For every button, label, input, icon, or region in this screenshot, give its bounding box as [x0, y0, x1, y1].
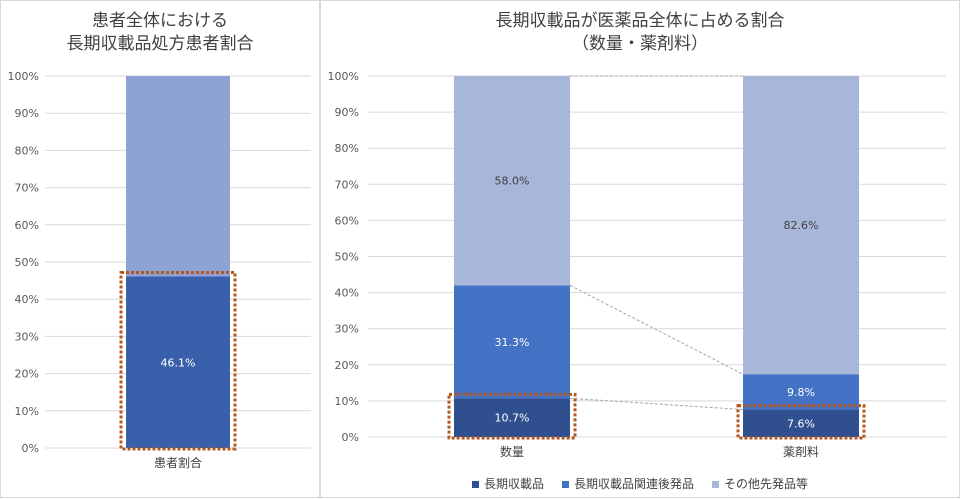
- bar-segment: [454, 398, 570, 437]
- legend-label: 長期収載品: [483, 477, 544, 491]
- chart-title-patients-line2: 長期収載品処方患者割合: [66, 34, 254, 54]
- y-tick-label: 10%: [15, 405, 39, 418]
- y-tick-label: 60%: [15, 219, 39, 232]
- chart-title-share-line2: （数量・薬剤料）: [572, 34, 708, 54]
- bar-segment: [126, 276, 230, 448]
- y-tick-label: 50%: [15, 256, 39, 269]
- y-tick-label: 90%: [335, 106, 359, 119]
- y-tick-label: 0%: [342, 431, 359, 444]
- y-tick-label: 40%: [15, 293, 39, 306]
- bar-segment: [454, 285, 570, 399]
- y-tick-label: 30%: [335, 323, 359, 336]
- data-label: 9.8%: [787, 386, 815, 399]
- chart-panel-share: 長期収載品が医薬品全体に占める割合 （数量・薬剤料） 0% 10% 20% 30% 40…: [320, 0, 960, 498]
- chart-title-patients: 患者全体における 長期収載品処方患者割合: [1, 10, 319, 56]
- x-category-label: 数量: [500, 444, 524, 459]
- legend-item: 長期収載品関連後発品: [561, 475, 694, 492]
- y-tick-label: 70%: [335, 178, 359, 191]
- legend-item: 長期収載品: [471, 475, 544, 492]
- highlight-box: [736, 404, 866, 440]
- bar-segment: [126, 76, 230, 277]
- chart-title-share: 長期収載品が医薬品全体に占める割合 （数量・薬剤料）: [321, 10, 959, 56]
- y-tick-label: 100%: [8, 70, 39, 83]
- y-tick-label: 80%: [335, 142, 359, 155]
- legend-swatch: [561, 481, 569, 488]
- y-tick-label: 100%: [328, 70, 359, 83]
- chart-legend: 長期収載品 長期収載品関連後発品 その他先発品等: [321, 475, 959, 492]
- y-tick-label: 50%: [335, 251, 359, 264]
- legend-swatch: [712, 481, 719, 488]
- chart-svg-patients: 0% 10% 20% 30% 40% 50% 60% 70% 80% 90% 100% 46.1% 患者…: [8, 70, 311, 470]
- y-tick-label: 20%: [335, 359, 359, 372]
- data-label: 46.1%: [161, 356, 196, 369]
- legend-label: その他先発品等: [724, 477, 809, 491]
- x-category-label: 患者割合: [154, 455, 202, 470]
- y-tick-label: 60%: [335, 214, 359, 227]
- data-label: 82.6%: [784, 219, 819, 232]
- y-tick-label: 80%: [15, 144, 39, 157]
- highlight-box: [447, 392, 577, 440]
- data-label: 31.3%: [495, 336, 530, 349]
- data-label: 10.7%: [495, 412, 530, 425]
- y-tick-label: 0%: [22, 442, 39, 455]
- bar-segment: [454, 76, 570, 286]
- connector-line: [569, 397, 744, 411]
- y-tick-label: 20%: [15, 368, 39, 381]
- connector-line: [569, 284, 744, 375]
- bar-segment: [743, 409, 859, 437]
- x-category-label: 薬剤料: [783, 444, 819, 459]
- data-label: 58.0%: [495, 175, 530, 188]
- chart-title-share-line1: 長期収載品が医薬品全体に占める割合: [495, 11, 785, 31]
- y-tick-label: 90%: [15, 107, 39, 120]
- highlight-box: [119, 271, 237, 451]
- bar-segment: [743, 76, 859, 375]
- y-tick-label: 30%: [15, 330, 39, 343]
- y-tick-label: 40%: [335, 287, 359, 300]
- y-tick-label: 10%: [335, 395, 359, 408]
- bar-segment: [743, 374, 859, 410]
- chart-panel-patients: 患者全体における 長期収載品処方患者割合 0% 10% 20% 30% 40% 50% 60…: [0, 0, 320, 498]
- legend-item: その他先発品等: [712, 475, 808, 492]
- legend-swatch: [471, 481, 479, 488]
- legend-label: 長期収載品関連後発品: [573, 477, 694, 491]
- y-tick-label: 70%: [15, 182, 39, 195]
- data-label: 7.6%: [787, 417, 815, 430]
- chart-svg-share: 0% 10% 20% 30% 40% 50% 60% 70% 80% 90% 100% 10.7% 31…: [328, 70, 946, 459]
- chart-title-patients-line1: 患者全体における: [92, 11, 228, 31]
